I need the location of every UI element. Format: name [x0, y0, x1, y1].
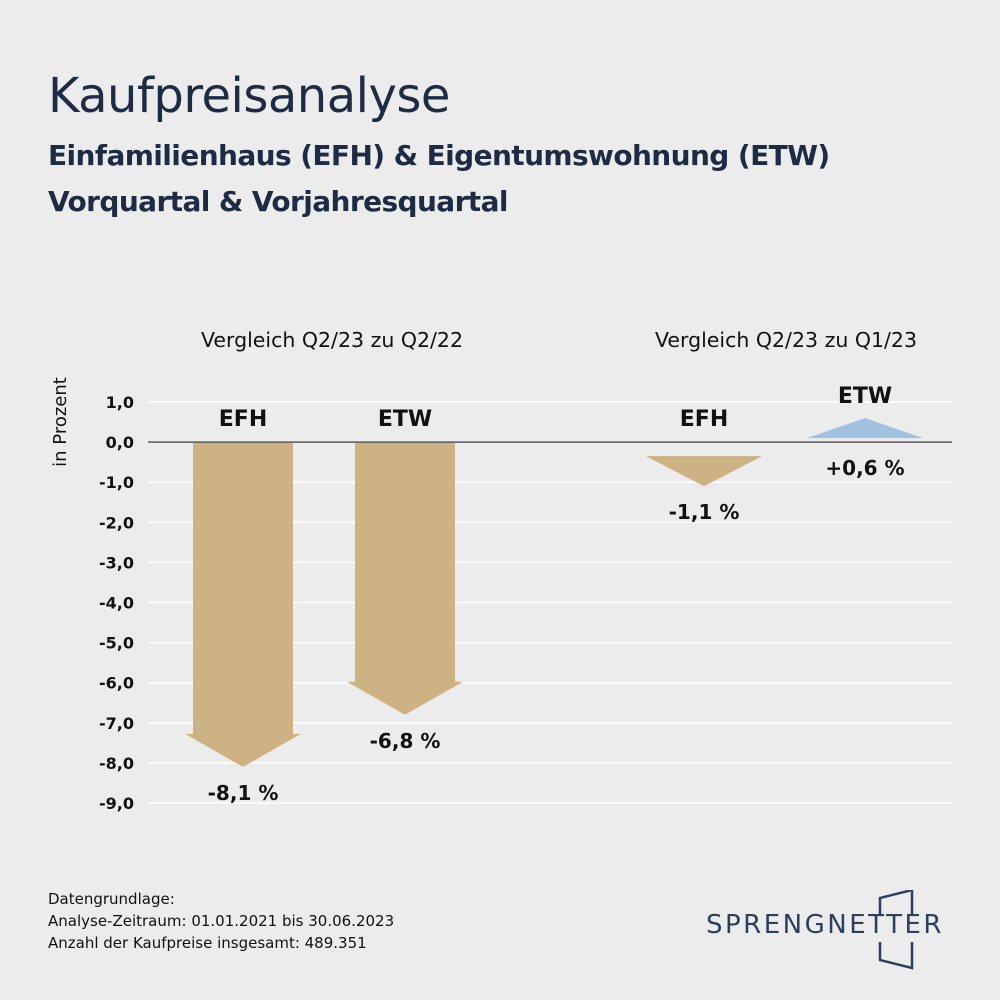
bar-etw-1 — [807, 418, 923, 439]
sprengnetter-logo: SPRENGNETTER — [700, 890, 960, 970]
y-axis-label: in Prozent — [50, 377, 71, 467]
subtitle-products: Einfamilienhaus (EFH) & Eigentumswohnung… — [48, 139, 830, 172]
y-tick-label: -2,0 — [99, 513, 134, 532]
y-tick-label: -4,0 — [99, 594, 134, 613]
y-axis-ticks: 1,0 0,0 -1,0 -2,0 -3,0 -4,0 -5,0 -6,0 -7,0 -8,0 -9… — [99, 393, 134, 813]
y-tick-label: -9,0 — [99, 794, 134, 813]
footer-period: Analyse-Zeitraum: 01.01.2021 bis 30.06.2… — [48, 912, 395, 930]
y-tick-label: 0,0 — [106, 433, 134, 452]
group-title-qoq: Vergleich Q2/23 zu Q1/23 — [655, 328, 917, 352]
category-label: EFH — [680, 407, 728, 432]
y-tick-label: -7,0 — [99, 714, 134, 733]
y-tick-label: -1,0 — [99, 473, 134, 492]
data-source-note: Datengrundlage: Analyse-Zeitraum: 01.01.… — [48, 888, 394, 954]
bar-etw-0 — [347, 442, 463, 715]
logo-bracket-icon — [878, 890, 914, 970]
bar-efh-0 — [185, 442, 301, 767]
y-tick-label: -5,0 — [99, 634, 134, 653]
value-label: -8,1 % — [208, 781, 279, 805]
category-label: EFH — [219, 407, 267, 432]
value-label: -1,1 % — [669, 500, 740, 524]
subtitle-periods: Vorquartal & Vorjahresquartal — [48, 185, 508, 218]
page-title: Kaufpreisanalyse — [48, 68, 450, 124]
category-label: ETW — [838, 384, 892, 409]
bar-labels: EFH -8,1 % ETW -6,8 % EFH -1,1 % ETW +0,6 % — [208, 384, 905, 805]
footer-count: Anzahl der Kaufpreise insgesamt: 489.351 — [48, 934, 367, 952]
footer-heading: Datengrundlage: — [48, 890, 175, 908]
y-tick-label: -6,0 — [99, 674, 134, 693]
logo-text: SPRENGNETTER — [706, 910, 944, 940]
y-tick-label: 1,0 — [106, 393, 134, 412]
bar-efh-1 — [646, 456, 762, 487]
y-tick-label: -8,0 — [99, 754, 134, 773]
category-label: ETW — [378, 407, 432, 432]
bars — [185, 418, 923, 767]
value-label: -6,8 % — [370, 729, 441, 753]
group-title-yoy: Vergleich Q2/23 zu Q2/22 — [201, 328, 463, 352]
y-tick-label: -3,0 — [99, 553, 134, 572]
value-label: +0,6 % — [825, 456, 904, 480]
